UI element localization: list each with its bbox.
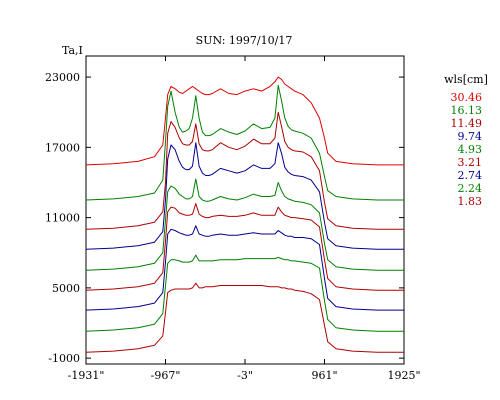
y-ticks: -1000 5000 11000 17000 23000	[45, 71, 404, 365]
series-line-2-24	[85, 254, 404, 332]
legend-entry: 9.74	[458, 130, 483, 143]
y-tick-label: 23000	[45, 71, 80, 84]
legend-entry: 1.83	[458, 195, 483, 208]
y-tick-label: -1000	[48, 352, 80, 365]
chart-title: SUN: 1997/10/17	[196, 34, 293, 47]
y-axis-label: Ta,I	[62, 44, 83, 57]
series-line-11-49	[85, 111, 404, 230]
y-tick-label: 11000	[45, 212, 80, 225]
plot-frame	[85, 55, 405, 365]
legend-entry: 2.24	[458, 182, 483, 195]
legend-entry: 30.46	[451, 91, 483, 104]
legend-entry: 11.49	[451, 117, 483, 130]
x-tick-label: -3"	[237, 369, 253, 382]
x-tick-label: -967"	[151, 369, 181, 382]
series-line-1-83	[85, 282, 404, 353]
x-tick-label: 1925"	[387, 369, 420, 382]
y-tick-label: 17000	[45, 141, 80, 154]
x-tick-label: 961"	[311, 369, 337, 382]
series-line-2-74	[85, 225, 404, 311]
series-lines	[85, 76, 404, 353]
x-ticks: -1931" -967" -3" 961" 1925"	[68, 56, 421, 382]
x-tick-label: -1931"	[68, 369, 105, 382]
series-line-30-46	[85, 76, 404, 166]
legend-entry: 16.13	[451, 104, 483, 117]
legend-entry: 4.93	[458, 143, 483, 156]
series-line-9-74	[85, 142, 404, 250]
series-line-16-13	[85, 84, 404, 201]
series-line-3-21	[85, 203, 404, 291]
legend-entry: 2.74	[458, 169, 483, 182]
legend-entry: 3.21	[458, 156, 483, 169]
series-line-4-93	[85, 178, 404, 271]
legend-title: wls[cm]	[444, 73, 488, 86]
y-tick-label: 5000	[52, 282, 80, 295]
